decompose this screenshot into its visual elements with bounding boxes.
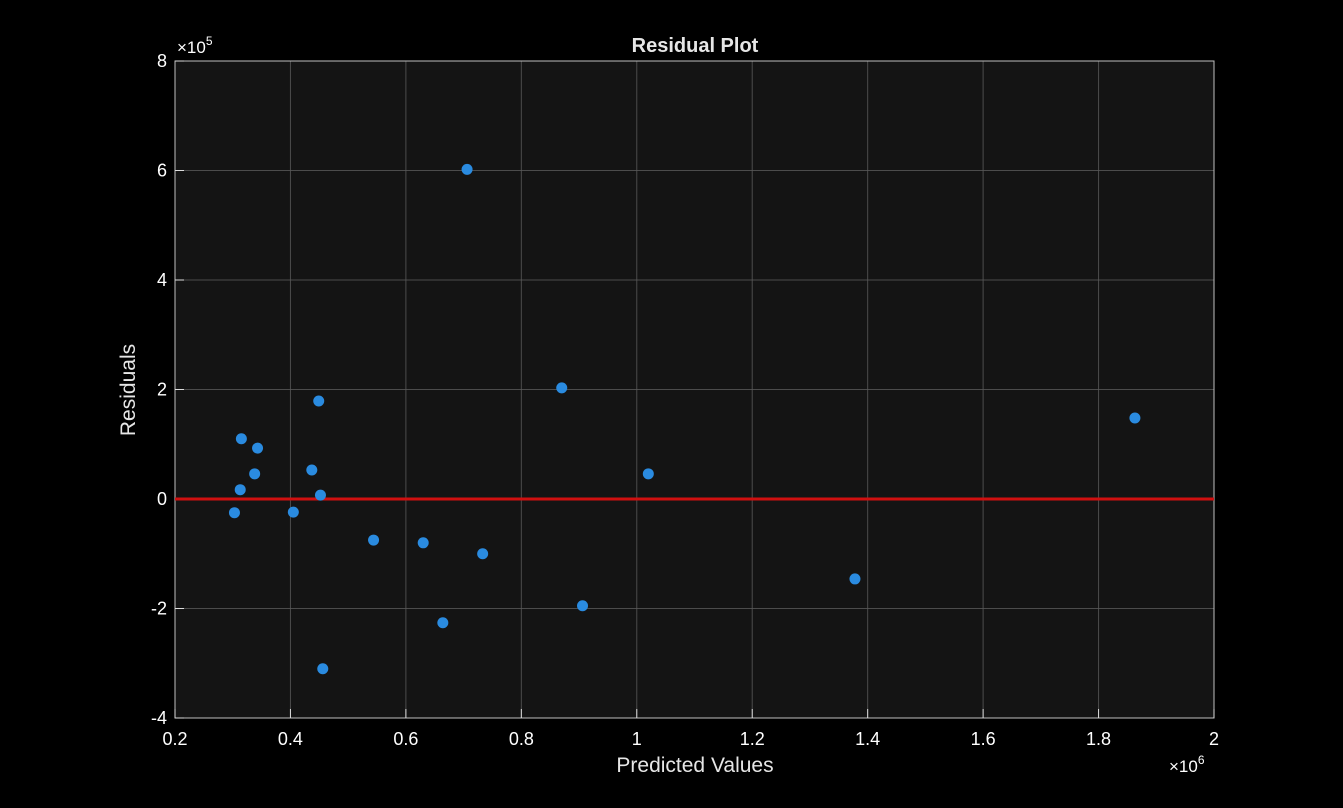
x-tick-label: 2 [1209, 729, 1219, 749]
y-tick-label: 6 [157, 161, 167, 181]
data-point [642, 468, 654, 480]
axes [174, 60, 1215, 719]
data-point [437, 617, 449, 629]
y-axis-exponent: ×105 [177, 34, 213, 57]
data-point [417, 537, 429, 549]
y-tick-label: -4 [151, 708, 167, 728]
scatter-points [228, 163, 1141, 675]
data-point [461, 163, 473, 175]
x-tick-label: 0.6 [393, 729, 418, 749]
x-tick-label: 1.6 [971, 729, 996, 749]
data-point [313, 395, 325, 407]
x-tick-label: 1.4 [855, 729, 880, 749]
tick-labels: 0.2 0.4 0.6 0.8 1 1.2 1.4 1.6 1.8 2 -4 -2 0 2 4 6 8 [151, 51, 1219, 749]
data-point [368, 534, 380, 546]
x-tick-label: 0.8 [509, 729, 534, 749]
data-point [577, 600, 589, 612]
y-tick-label: 8 [157, 51, 167, 71]
data-point [1129, 412, 1141, 424]
x-exponent-power: 6 [1198, 753, 1205, 767]
x-tick-label: 0.2 [162, 729, 187, 749]
data-point [228, 507, 240, 519]
data-point [234, 484, 246, 496]
x-tick-label: 1.2 [740, 729, 765, 749]
x-axis-label: Predicted Values [616, 754, 773, 777]
data-point [306, 464, 318, 476]
data-point [477, 548, 489, 560]
data-point [317, 663, 329, 675]
y-exponent-base: ×10 [177, 38, 206, 57]
x-axis-exponent: ×106 [1169, 753, 1205, 776]
x-tick-label: 1 [632, 729, 642, 749]
x-exponent-base: ×10 [1169, 757, 1198, 776]
y-tick-label: 0 [157, 489, 167, 509]
y-tick-label: 2 [157, 380, 167, 400]
chart-title: Residual Plot [632, 35, 759, 57]
data-point [287, 506, 299, 518]
data-point [249, 468, 261, 480]
y-axis-label: Residuals [117, 344, 140, 436]
data-point [849, 573, 861, 585]
y-tick-label: -2 [151, 599, 167, 619]
data-point [235, 433, 247, 445]
y-tick-label: 4 [157, 270, 167, 290]
data-point [556, 382, 568, 394]
y-exponent-power: 5 [206, 34, 213, 48]
data-point [314, 489, 326, 501]
x-tick-label: 1.8 [1086, 729, 1111, 749]
x-tick-label: 0.4 [278, 729, 303, 749]
data-point [252, 442, 264, 454]
